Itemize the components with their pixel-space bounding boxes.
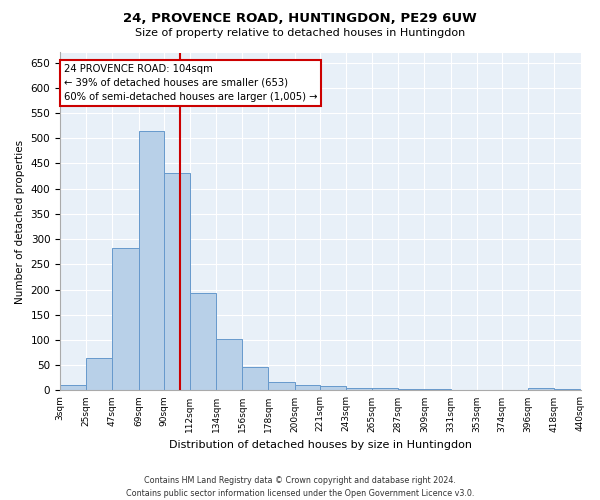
Bar — [424, 389, 451, 390]
Bar — [398, 389, 424, 390]
Bar — [60, 386, 86, 390]
Bar — [190, 293, 216, 390]
Bar — [320, 386, 346, 390]
Bar — [528, 388, 554, 390]
Text: Contains HM Land Registry data © Crown copyright and database right 2024.
Contai: Contains HM Land Registry data © Crown c… — [126, 476, 474, 498]
Text: Size of property relative to detached houses in Huntingdon: Size of property relative to detached ho… — [135, 28, 465, 38]
Bar — [242, 367, 268, 390]
Y-axis label: Number of detached properties: Number of detached properties — [15, 140, 25, 304]
Text: 24 PROVENCE ROAD: 104sqm
← 39% of detached houses are smaller (653)
60% of semi-: 24 PROVENCE ROAD: 104sqm ← 39% of detach… — [64, 64, 317, 102]
Bar — [139, 130, 164, 390]
X-axis label: Distribution of detached houses by size in Huntingdon: Distribution of detached houses by size … — [169, 440, 472, 450]
Bar — [164, 172, 190, 390]
Bar — [112, 248, 139, 390]
Bar — [372, 388, 398, 390]
Bar — [554, 389, 580, 390]
Bar — [346, 388, 372, 390]
Text: 24, PROVENCE ROAD, HUNTINGDON, PE29 6UW: 24, PROVENCE ROAD, HUNTINGDON, PE29 6UW — [123, 12, 477, 26]
Bar — [216, 339, 242, 390]
Bar — [268, 382, 295, 390]
Bar — [86, 358, 112, 390]
Bar — [295, 385, 320, 390]
